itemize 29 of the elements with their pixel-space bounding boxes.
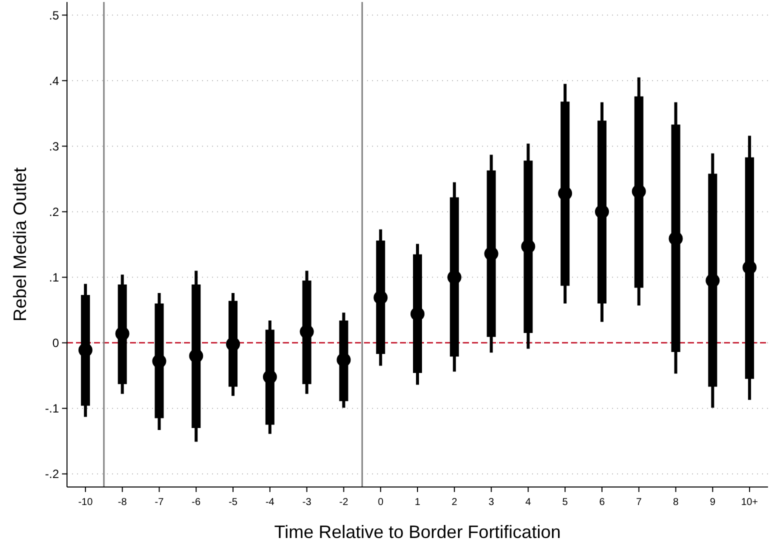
- x-tick-label: -5: [228, 497, 238, 508]
- x-tick-label: -6: [192, 497, 202, 508]
- x-tick-label: 1: [414, 497, 421, 508]
- x-tick-label: -2: [339, 497, 349, 508]
- y-tick-label: -.1: [44, 402, 60, 416]
- x-tick-label: 8: [672, 497, 679, 508]
- x-tick-label: 5: [562, 497, 568, 508]
- x-tick-label: -10: [78, 497, 94, 508]
- x-tick-label: 3: [488, 497, 495, 508]
- y-axis-title: Rebel Media Outlet: [10, 167, 30, 322]
- y-tick-label: .3: [48, 139, 60, 154]
- y-tick-label: -.2: [44, 467, 60, 482]
- x-tick-label: -4: [265, 497, 275, 508]
- x-tick-label: 9: [710, 497, 716, 508]
- x-tick-label: 4: [525, 497, 532, 508]
- x-tick-label: 2: [452, 497, 458, 508]
- x-tick-label: 0: [378, 497, 384, 508]
- x-tick-label: -8: [118, 497, 128, 508]
- x-tick-label: 7: [636, 497, 642, 508]
- y-tick-label: .2: [48, 204, 60, 219]
- x-tick-label: -7: [154, 497, 164, 508]
- x-tick-label: -3: [302, 497, 312, 508]
- y-tick-label: 0: [52, 336, 60, 350]
- x-tick-label: 6: [599, 497, 606, 508]
- x-tick-label: 10+: [741, 497, 758, 508]
- x-axis-title: Time Relative to Border Fortification: [274, 522, 561, 542]
- y-tick-label: .1: [48, 270, 60, 284]
- y-tick-label: .4: [48, 74, 60, 88]
- y-tick-label: .5: [48, 8, 60, 22]
